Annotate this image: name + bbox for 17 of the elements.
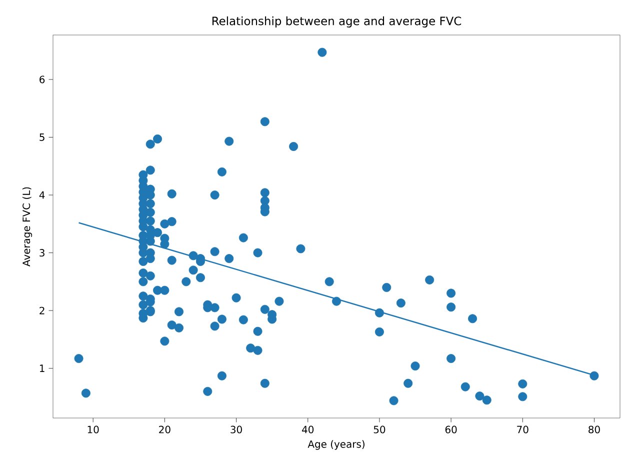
x-tick-label: 20 [159,426,170,434]
y-tick-label: 5 [40,134,44,141]
x-tick-label: 80 [588,426,600,434]
y-axis-title: Average FVC (L) [22,187,32,266]
x-axis-title: Age (years) [308,440,364,450]
x-tick-label: 60 [445,426,457,434]
y-tick-label: 1 [40,364,44,372]
y-tick-label: 2 [40,306,44,314]
x-tick-label: 30 [230,426,242,434]
y-tick-label: 6 [40,76,45,84]
x-tick-label: 70 [517,426,528,434]
chart-title: Relationship between age and average FVC [212,16,462,28]
y-tick-label: 4 [39,191,45,199]
x-tick-label: 50 [374,426,386,434]
x-tick-label: 10 [88,426,99,434]
x-tick-label: 40 [302,426,314,434]
y-tick-label: 3 [40,249,44,257]
